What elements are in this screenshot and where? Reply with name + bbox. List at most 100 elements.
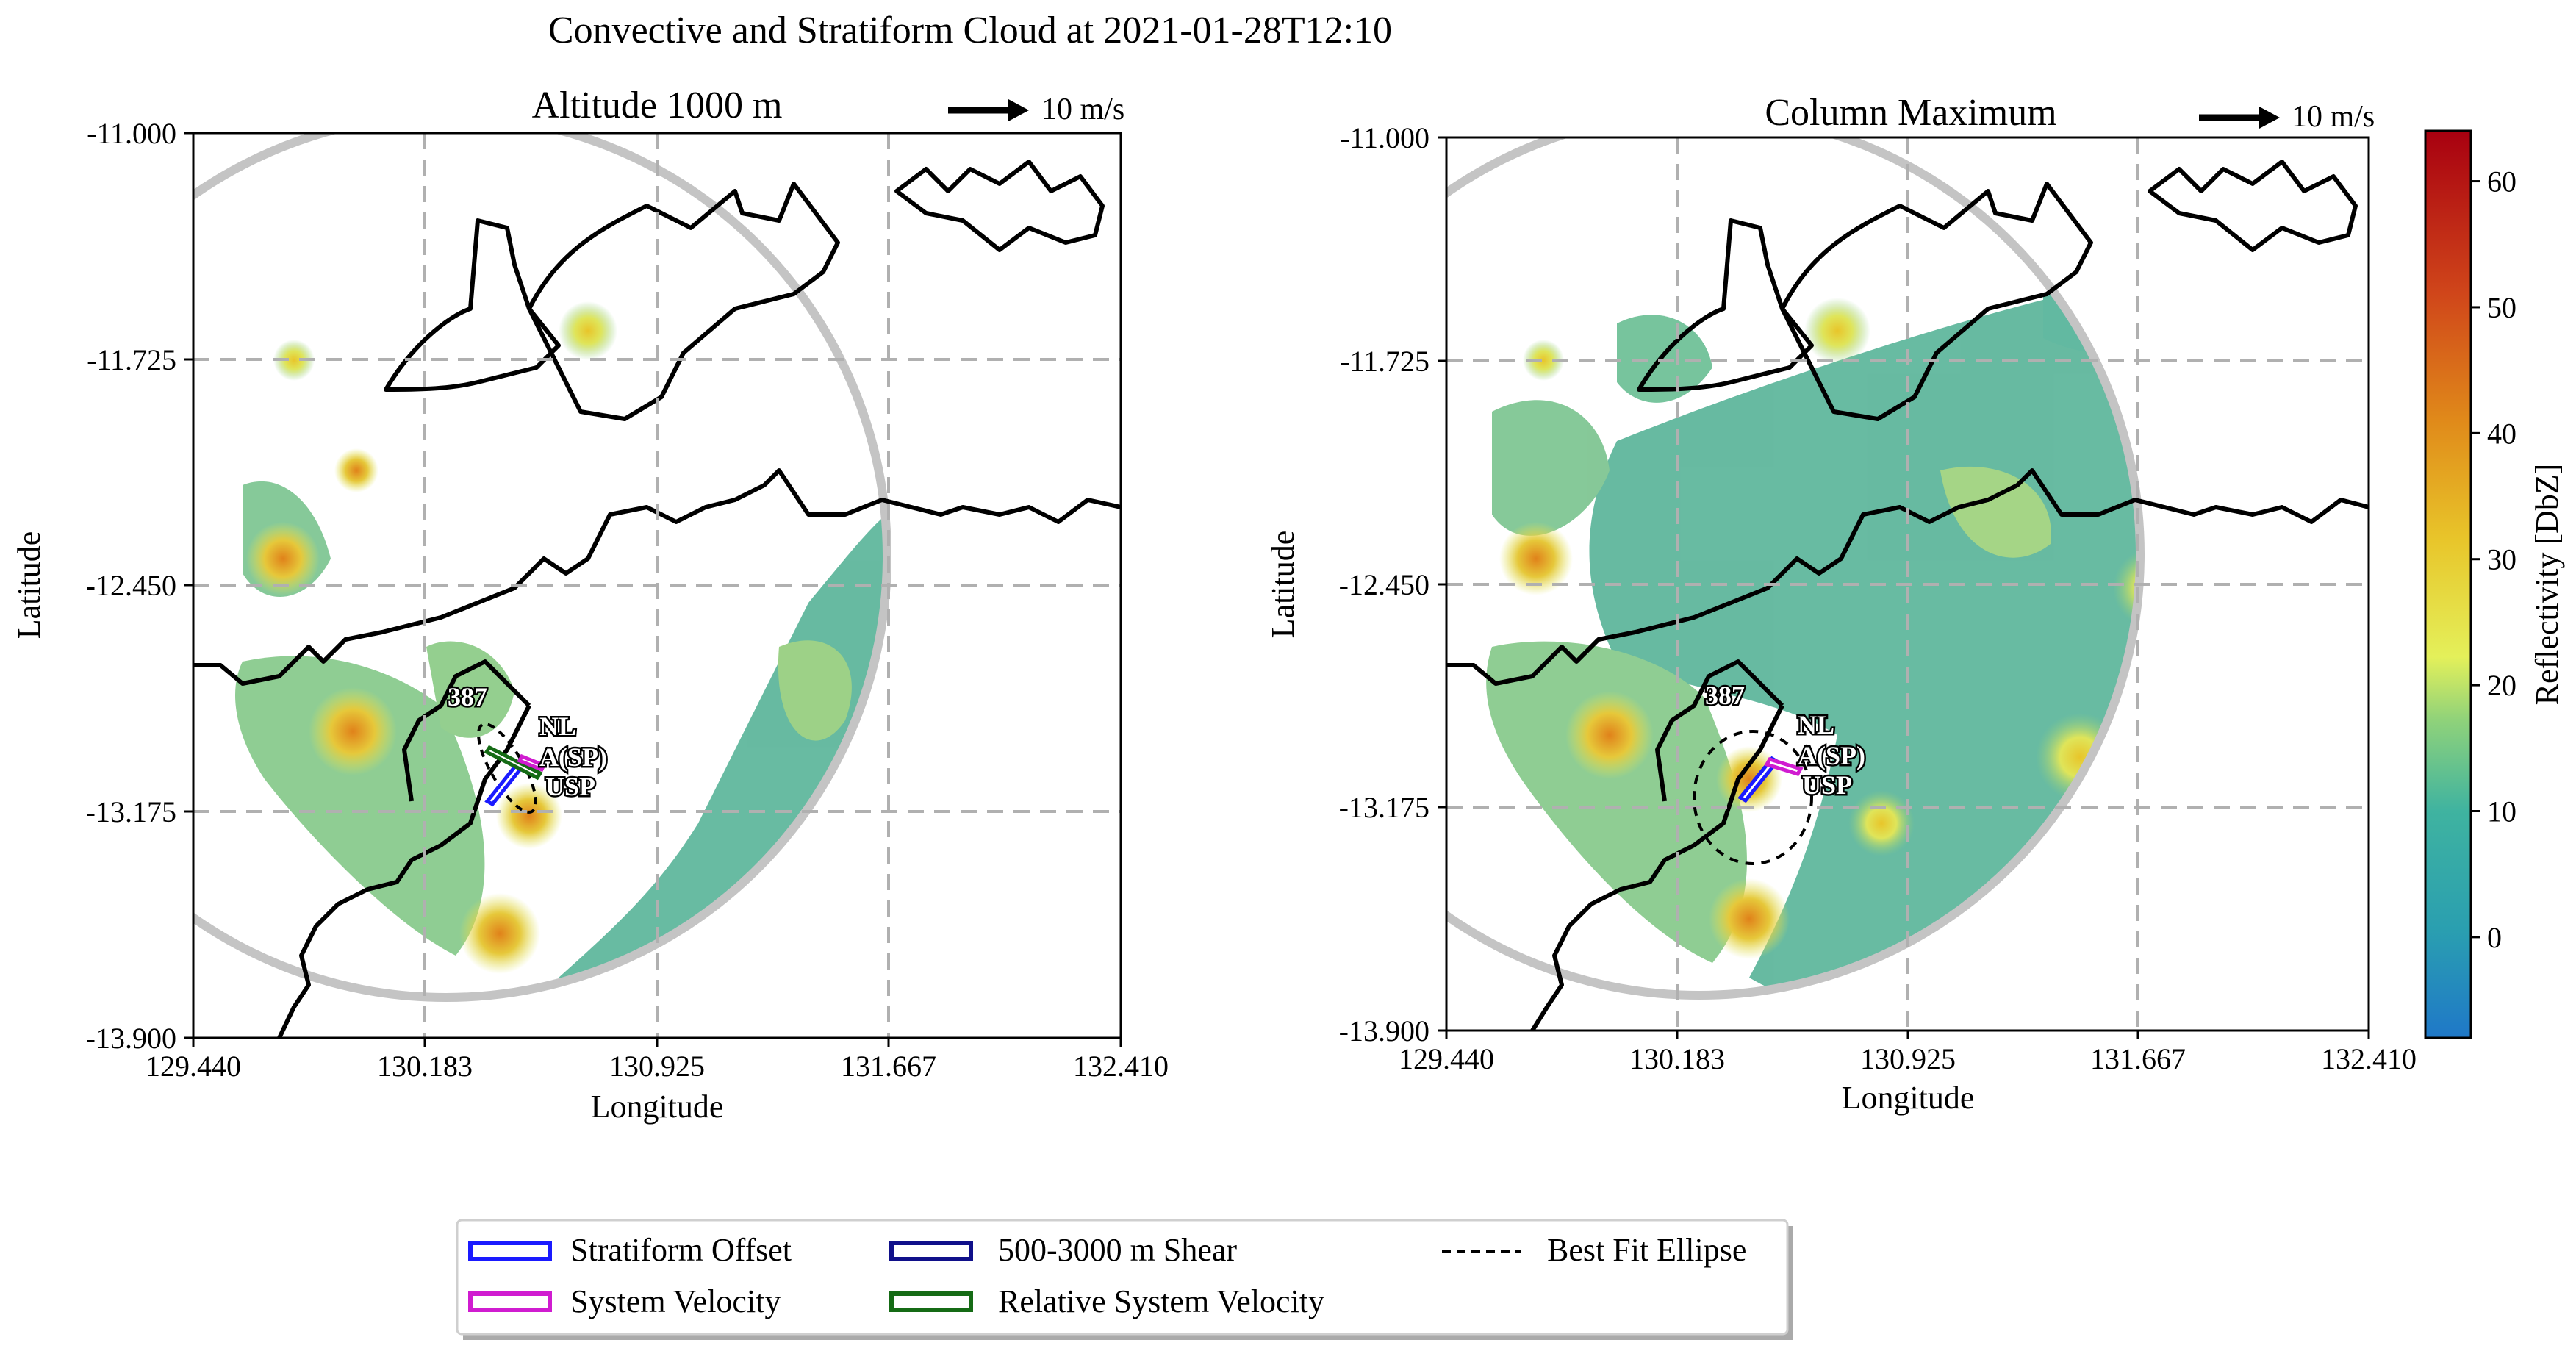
coastline-mainland bbox=[193, 468, 1121, 686]
x-tick-label: 129.440 bbox=[146, 1050, 241, 1083]
echo-cluster-west bbox=[1492, 400, 1610, 536]
convective-cell bbox=[1804, 298, 1870, 364]
convective-cell bbox=[559, 301, 617, 360]
legend-swatch bbox=[468, 1291, 552, 1312]
x-tick-label: 130.925 bbox=[1860, 1042, 1956, 1075]
colorbar-tick-label: 0 bbox=[2487, 921, 2502, 954]
x-axis: 129.440 130.183 130.925 131.667 132.410 … bbox=[146, 1038, 1169, 1125]
echo-band-southwest bbox=[1486, 641, 1747, 963]
y-axis-label: Latitude bbox=[1265, 531, 1301, 639]
legend: Stratiform Offset 500-3000 m Shear Best … bbox=[456, 1219, 1793, 1340]
y-axis-label: Latitude bbox=[11, 531, 47, 639]
echo-cluster-central bbox=[1940, 466, 2051, 558]
coastline-island-west bbox=[384, 218, 561, 392]
legend-swatch bbox=[889, 1241, 973, 1261]
convective-cell bbox=[246, 522, 320, 595]
convective-cell bbox=[496, 783, 562, 849]
scale-arrow: 10 m/s bbox=[948, 93, 1124, 126]
y-tick-label: -13.175 bbox=[1339, 791, 1429, 824]
echo-band-east bbox=[1589, 279, 2140, 995]
x-tick-label: 130.183 bbox=[1629, 1042, 1725, 1075]
coastline-peninsula bbox=[1655, 659, 1784, 802]
colorbar-tick-label: 20 bbox=[2487, 669, 2516, 702]
coastline-south bbox=[1530, 704, 1784, 1031]
x-axis-label: Longitude bbox=[1842, 1080, 1975, 1116]
label-usp: USP bbox=[1802, 770, 1852, 800]
x-tick-label: 132.410 bbox=[2321, 1042, 2417, 1075]
coastline-northeast bbox=[2148, 160, 2358, 252]
y-tick-label: -13.900 bbox=[86, 1022, 176, 1055]
colorbar-tick-label: 10 bbox=[2487, 795, 2516, 828]
convective-cell bbox=[911, 779, 1014, 882]
y-tick-label: -11.725 bbox=[1340, 345, 1429, 378]
scale-arrow-label: 10 m/s bbox=[1041, 93, 1124, 126]
legend-entry-stratiform-offset: Stratiform Offset bbox=[468, 1232, 792, 1268]
object-id-label: 387 bbox=[448, 682, 487, 712]
colorbar-label: Reflectivity [DbZ] bbox=[2529, 464, 2565, 706]
coastline-island-east bbox=[527, 182, 840, 421]
colorbar-gradient bbox=[2424, 129, 2472, 1039]
convective-cell bbox=[2036, 713, 2124, 801]
echo-band-southwest bbox=[235, 656, 485, 956]
system-velocity-vector bbox=[1764, 757, 1804, 776]
x-axis: 129.440 130.183 130.925 131.667 132.410 … bbox=[1399, 1031, 2417, 1116]
convective-cell bbox=[2168, 786, 2271, 889]
relative-system-velocity-vector bbox=[484, 745, 543, 781]
convective-cell bbox=[1716, 746, 1782, 812]
colorbar-tick-label: 60 bbox=[2487, 165, 2516, 198]
object-labels: 387 NL A(SP) USP bbox=[1704, 679, 1868, 802]
echo-cluster-central bbox=[426, 641, 514, 738]
panel-altitude-1000m: Altitude 1000 m 10 m/s bbox=[11, 85, 1169, 1125]
y-tick-label: -11.725 bbox=[87, 343, 176, 376]
label-a-sp: A(SP) bbox=[1798, 741, 1865, 770]
figure-title: Convective and Stratiform Cloud at 2021-… bbox=[548, 10, 1392, 51]
legend-label: System Velocity bbox=[570, 1283, 781, 1319]
colorbar-tick-label: 40 bbox=[2487, 417, 2516, 450]
radar-range-ring bbox=[1446, 137, 2145, 1000]
convective-cell bbox=[459, 893, 540, 974]
system-vectors bbox=[477, 723, 547, 814]
y-axis: -11.000 -11.725 -12.450 -13.175 -13.900 … bbox=[11, 117, 193, 1055]
legend-box bbox=[456, 1219, 1789, 1336]
panel-title: Altitude 1000 m bbox=[532, 85, 783, 126]
coastline bbox=[193, 160, 1121, 1038]
y-axis: -11.000 -11.725 -12.450 -13.175 -13.900 … bbox=[1265, 121, 1446, 1047]
legend-entry-best-fit-ellipse: Best Fit Ellipse bbox=[1442, 1232, 1746, 1268]
colorbar-tick-label: 30 bbox=[2487, 543, 2516, 576]
colorbar-tick-label: 50 bbox=[2487, 291, 2516, 324]
x-tick-label: 130.925 bbox=[609, 1050, 705, 1083]
grid bbox=[193, 133, 1121, 1038]
legend-label: Stratiform Offset bbox=[570, 1232, 792, 1268]
system-vectors bbox=[1693, 730, 1813, 865]
object-id-label: 387 bbox=[1705, 681, 1745, 710]
convective-cell bbox=[309, 687, 397, 775]
echo-cluster-east bbox=[778, 640, 852, 741]
echo-cluster-north bbox=[1617, 315, 1712, 403]
convective-cell bbox=[2113, 548, 2140, 628]
convective-cell bbox=[273, 340, 315, 381]
legend-entry-system-velocity: System Velocity bbox=[468, 1283, 781, 1319]
convective-cell bbox=[779, 853, 867, 941]
colorbar: 0 10 20 30 40 50 60 Reflectivity [DbZ] bbox=[2424, 129, 2565, 1039]
label-nl: NL bbox=[1798, 710, 1834, 739]
coastline-mainland bbox=[1446, 468, 2369, 686]
legend-label: 500-3000 m Shear bbox=[998, 1232, 1237, 1268]
system-velocity-vector bbox=[517, 753, 547, 773]
reflectivity-field bbox=[1446, 137, 2369, 1031]
y-tick-label: -12.450 bbox=[1339, 568, 1429, 601]
legend-swatch bbox=[889, 1291, 973, 1312]
legend-swatch bbox=[468, 1241, 552, 1261]
y-tick-label: -11.000 bbox=[1340, 121, 1429, 154]
coastline bbox=[1446, 160, 2369, 1031]
convective-cell bbox=[1709, 878, 1790, 959]
legend-entry-relative-system-velocity: Relative System Velocity bbox=[889, 1283, 1324, 1319]
coastline-peninsula bbox=[402, 659, 531, 802]
scale-arrow-label: 10 m/s bbox=[2292, 100, 2375, 134]
legend-label: Relative System Velocity bbox=[998, 1283, 1324, 1319]
x-tick-label: 132.410 bbox=[1073, 1050, 1169, 1083]
coastline-island-west bbox=[1637, 218, 1814, 392]
echo-band-east bbox=[559, 497, 887, 988]
x-tick-label: 131.667 bbox=[2090, 1042, 2186, 1075]
x-tick-label: 129.440 bbox=[1399, 1042, 1494, 1075]
